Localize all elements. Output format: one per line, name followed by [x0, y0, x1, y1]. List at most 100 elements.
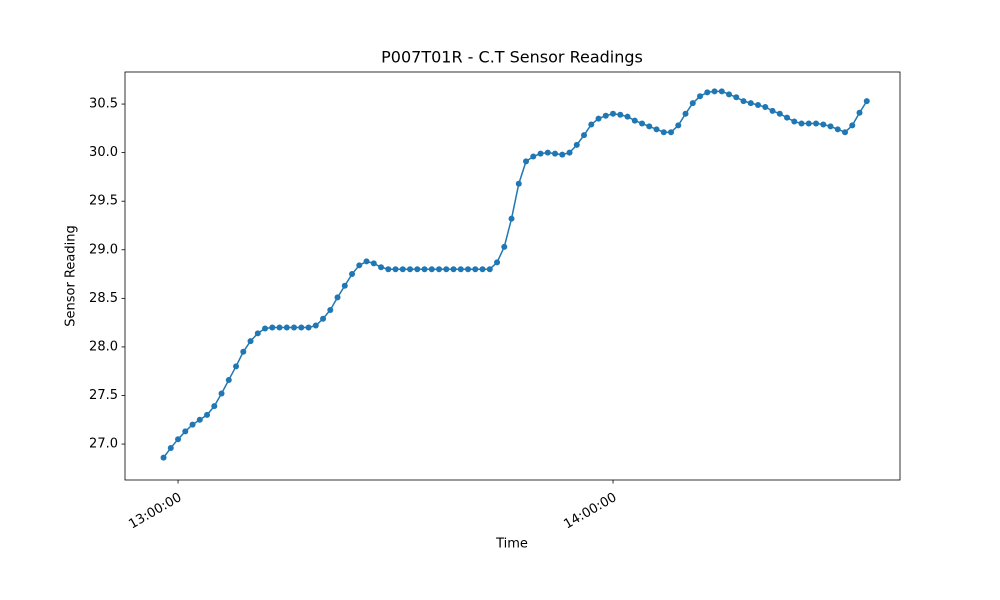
data-point: [624, 113, 631, 120]
data-point: [399, 266, 406, 273]
y-tick-label: 27.0: [89, 437, 118, 452]
data-point: [414, 266, 421, 273]
data-point: [784, 114, 791, 121]
plot-frame: [124, 71, 901, 481]
data-point: [776, 110, 783, 117]
data-point: [682, 110, 689, 117]
y-axis-label: Sensor Reading: [64, 225, 79, 326]
data-point: [798, 120, 805, 127]
data-point: [218, 390, 225, 397]
data-point: [718, 88, 725, 95]
data-point: [842, 129, 849, 136]
data-point: [501, 243, 508, 250]
data-point: [320, 315, 327, 322]
data-point: [378, 264, 385, 271]
data-point: [523, 158, 530, 165]
data-point: [639, 120, 646, 127]
data-point: [160, 454, 167, 461]
data-point: [233, 363, 240, 370]
data-point: [363, 258, 370, 265]
data-point: [595, 115, 602, 122]
data-point: [755, 102, 762, 109]
data-point: [653, 126, 660, 133]
data-point: [762, 103, 769, 110]
data-point: [465, 266, 472, 273]
data-point: [610, 110, 617, 117]
data-point: [276, 324, 283, 331]
data-point: [559, 151, 566, 158]
data-point: [196, 416, 203, 423]
data-point: [588, 121, 595, 128]
data-point: [660, 129, 667, 136]
data-point: [457, 266, 464, 273]
data-point: [566, 149, 573, 156]
data-point: [225, 376, 232, 383]
chart-title: P007T01R - C.T Sensor Readings: [381, 48, 643, 67]
data-point: [298, 324, 305, 331]
data-point: [747, 100, 754, 107]
y-tick-label: 30.0: [89, 145, 118, 160]
data-point: [189, 421, 196, 428]
data-point: [544, 149, 551, 156]
data-point: [689, 100, 696, 107]
data-point: [291, 324, 298, 331]
data-point: [769, 107, 776, 114]
data-point: [581, 132, 588, 139]
data-point: [740, 98, 747, 105]
data-point: [675, 122, 682, 129]
data-point: [813, 120, 820, 127]
data-point: [211, 403, 218, 410]
data-point: [726, 91, 733, 98]
data-point: [704, 89, 711, 96]
y-tick-label: 29.5: [89, 194, 118, 209]
data-point: [479, 266, 486, 273]
data-point: [436, 266, 443, 273]
data-point: [617, 111, 624, 118]
data-point: [537, 150, 544, 157]
data-point: [262, 325, 269, 332]
y-tick-label: 28.5: [89, 291, 118, 306]
data-point: [834, 126, 841, 133]
data-point: [450, 266, 457, 273]
data-point: [631, 117, 638, 124]
data-point: [856, 109, 863, 116]
data-point: [827, 123, 834, 130]
data-point: [508, 215, 515, 222]
data-point: [697, 93, 704, 100]
data-point: [820, 121, 827, 128]
data-point: [240, 348, 247, 355]
data-point: [443, 266, 450, 273]
data-point: [849, 122, 856, 129]
y-tick-label: 30.5: [89, 97, 118, 112]
data-point: [269, 324, 276, 331]
data-point: [356, 262, 363, 269]
data-point: [494, 259, 501, 266]
data-point: [167, 444, 174, 451]
data-point: [421, 266, 428, 273]
data-point: [472, 266, 479, 273]
data-point: [407, 266, 414, 273]
data-point: [733, 94, 740, 101]
data-point: [385, 266, 392, 273]
data-point: [247, 338, 254, 345]
x-axis-label: Time: [495, 537, 528, 552]
data-point: [515, 180, 522, 187]
y-tick-label: 27.5: [89, 388, 118, 403]
data-point: [863, 98, 870, 105]
data-point: [341, 282, 348, 289]
data-point: [428, 266, 435, 273]
data-point: [283, 324, 290, 331]
data-point: [327, 307, 334, 313]
data-point: [370, 260, 377, 267]
data-point: [254, 330, 261, 337]
data-point: [602, 112, 609, 119]
y-tick-label: 29.0: [89, 242, 118, 257]
data-point: [349, 271, 356, 278]
data-point: [805, 120, 812, 127]
data-point: [334, 294, 341, 301]
data-point: [646, 123, 653, 130]
data-point: [573, 141, 580, 148]
data-point: [182, 428, 189, 435]
